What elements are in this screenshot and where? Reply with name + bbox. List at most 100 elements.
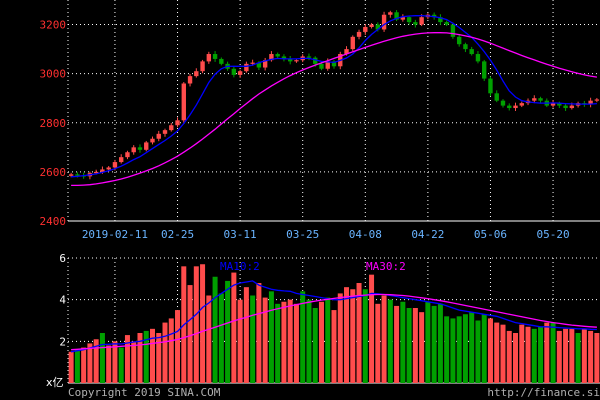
volume-bar [124,335,130,383]
candle-body [100,169,105,172]
volume-bar [550,322,556,383]
volume-bar [250,295,256,383]
volume-bar [225,280,231,383]
candle-body [538,98,543,101]
candle-body [237,71,243,75]
volume-bar [387,299,393,383]
candle-body [313,57,318,64]
candle-body [488,78,493,94]
candle-body [68,174,74,176]
volume-bar [500,324,506,383]
copyright-text: Copyright 2019 SINA.COM [68,386,221,399]
volume-bar [93,339,99,383]
volume-bar [563,328,569,383]
volume-bar [300,291,306,383]
volume-bar [256,283,262,383]
candle-body [400,17,406,20]
volume-bar [99,333,105,383]
volume-bar [212,276,218,383]
candle-body [231,68,237,75]
price-ma5-line [71,15,597,178]
candle-body [350,36,355,50]
volume-bar [312,308,318,383]
volume-bar [513,333,519,383]
candle-body [444,22,449,25]
volume-ma30-line [71,293,597,351]
candle-body [406,17,412,23]
volume-bar [143,330,149,383]
volume-bar [469,312,475,383]
volume-bar [281,301,287,383]
volume-bar [394,305,400,383]
volume-bar [481,314,487,383]
candle-body [156,133,161,139]
candle-body [388,12,393,15]
volume-bar [362,289,368,383]
candle-body [119,157,124,163]
volume-bar [243,287,249,383]
volume-bar [444,316,450,383]
volume-tick-label: 6 [59,252,66,265]
candle-body [244,63,249,72]
date-tick-label: 03-25 [286,228,319,241]
volume-bar [350,289,356,383]
candle-body [363,27,368,32]
volume-bar [306,299,312,383]
volume-bar [531,328,537,383]
volume-bar [337,293,343,383]
volume-bar [118,347,124,383]
date-tick-label: 03-11 [224,228,257,241]
volume-bar [275,303,281,383]
candle-body [175,120,180,126]
candle-body [219,58,224,64]
candle-body [588,100,593,105]
volume-bar [231,272,237,383]
candle-body [563,105,568,109]
volume-bar [156,333,162,383]
volume-bar [487,318,493,383]
candle-body [294,60,299,62]
candle-body [169,125,174,131]
candle-body [369,24,374,28]
volume-tick-label: 2 [59,335,66,348]
volume-bar [456,316,462,383]
volume-ma10-line [70,280,597,353]
volume-bar [318,301,324,383]
candle-body [319,63,324,69]
volume-bar [81,347,87,383]
volume-unit-label: x亿 [46,376,64,389]
date-tick-label: 02-25 [161,228,194,241]
candle-body [281,56,287,59]
candle-body [181,83,186,121]
volume-bar [74,349,80,383]
candle-body [450,24,456,37]
volume-bar [112,341,118,383]
volume-bar [175,310,181,383]
volume-bar [325,297,331,383]
date-tick-label: 05-06 [474,228,507,241]
volume-bar [344,287,350,383]
candle-body [250,62,255,64]
price-tick-label: 2400 [40,215,67,228]
volume-bar [237,299,243,383]
candle-body [557,103,562,106]
volume-bar [475,320,481,383]
candle-body [513,105,518,109]
date-tick-label: 05-20 [536,228,569,241]
candle-body [507,105,512,109]
candle-body [150,138,155,143]
volume-bar [131,341,137,383]
date-tick-label: 04-22 [411,228,444,241]
source-url-text[interactable]: http://finance.si [487,386,600,399]
volume-bar [556,330,562,383]
candle-body [112,162,118,168]
volume-legend-ma10: MA10:2 [220,260,260,273]
candle-body [131,147,136,153]
candle-body [325,61,330,69]
volume-bar [506,330,512,383]
candle-body [162,130,168,134]
volume-bar [262,297,268,383]
candle-body [275,54,280,57]
candle-body [419,17,424,25]
